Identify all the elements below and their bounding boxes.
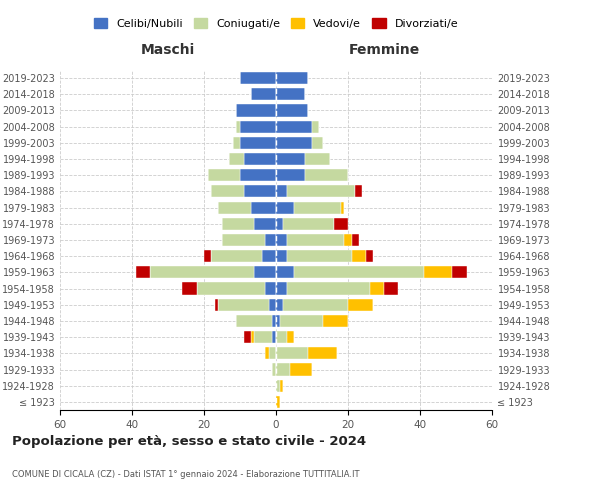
- Bar: [305, 153, 330, 165]
- Bar: [424, 266, 452, 278]
- Bar: [452, 266, 467, 278]
- Bar: [262, 250, 276, 262]
- Bar: [312, 137, 323, 149]
- Text: Maschi: Maschi: [141, 43, 195, 57]
- Bar: [276, 396, 280, 408]
- Bar: [366, 250, 373, 262]
- Bar: [240, 120, 276, 132]
- Bar: [222, 218, 254, 230]
- Bar: [251, 88, 276, 101]
- Bar: [276, 250, 287, 262]
- Bar: [182, 282, 197, 294]
- Bar: [222, 234, 265, 246]
- Bar: [244, 153, 276, 165]
- Bar: [251, 202, 276, 213]
- Bar: [276, 104, 308, 117]
- Bar: [265, 348, 269, 360]
- Bar: [218, 298, 269, 311]
- Bar: [280, 315, 323, 327]
- Bar: [215, 298, 218, 311]
- Text: Popolazione per età, sesso e stato civile - 2024: Popolazione per età, sesso e stato civil…: [12, 435, 366, 448]
- Bar: [283, 298, 348, 311]
- Bar: [240, 72, 276, 84]
- Bar: [348, 298, 373, 311]
- Bar: [352, 234, 359, 246]
- Bar: [276, 282, 287, 294]
- Bar: [244, 186, 276, 198]
- Bar: [197, 282, 265, 294]
- Bar: [276, 218, 283, 230]
- Bar: [276, 331, 287, 343]
- Bar: [269, 348, 276, 360]
- Bar: [276, 137, 312, 149]
- Bar: [276, 266, 294, 278]
- Bar: [341, 202, 344, 213]
- Bar: [276, 364, 290, 376]
- Bar: [276, 186, 287, 198]
- Bar: [254, 331, 272, 343]
- Text: Femmine: Femmine: [349, 43, 419, 57]
- Bar: [265, 234, 276, 246]
- Legend: Celibi/Nubili, Coniugati/e, Vedovi/e, Divorziati/e: Celibi/Nubili, Coniugati/e, Vedovi/e, Di…: [94, 18, 458, 28]
- Bar: [294, 202, 341, 213]
- Bar: [280, 380, 283, 392]
- Bar: [276, 153, 305, 165]
- Bar: [287, 282, 370, 294]
- Bar: [254, 266, 276, 278]
- Bar: [276, 234, 287, 246]
- Bar: [308, 348, 337, 360]
- Bar: [312, 120, 319, 132]
- Bar: [276, 380, 280, 392]
- Bar: [211, 250, 262, 262]
- Bar: [276, 72, 308, 84]
- Bar: [254, 218, 276, 230]
- Bar: [283, 218, 334, 230]
- Bar: [323, 315, 348, 327]
- Bar: [334, 218, 348, 230]
- Bar: [272, 331, 276, 343]
- Bar: [352, 250, 366, 262]
- Bar: [276, 202, 294, 213]
- Bar: [384, 282, 398, 294]
- Bar: [290, 364, 312, 376]
- Bar: [236, 120, 240, 132]
- Bar: [236, 315, 272, 327]
- Bar: [136, 266, 150, 278]
- Bar: [211, 186, 244, 198]
- Bar: [287, 234, 344, 246]
- Bar: [240, 169, 276, 181]
- Bar: [287, 331, 294, 343]
- Bar: [276, 298, 283, 311]
- Bar: [370, 282, 384, 294]
- Bar: [244, 331, 251, 343]
- Bar: [272, 364, 276, 376]
- Bar: [344, 234, 352, 246]
- Bar: [276, 120, 312, 132]
- Bar: [269, 298, 276, 311]
- Bar: [229, 153, 244, 165]
- Text: COMUNE DI CICALA (CZ) - Dati ISTAT 1° gennaio 2024 - Elaborazione TUTTITALIA.IT: COMUNE DI CICALA (CZ) - Dati ISTAT 1° ge…: [12, 470, 359, 479]
- Bar: [240, 137, 276, 149]
- Bar: [265, 282, 276, 294]
- Bar: [233, 137, 240, 149]
- Bar: [204, 250, 211, 262]
- Bar: [236, 104, 276, 117]
- Bar: [305, 169, 348, 181]
- Bar: [208, 169, 240, 181]
- Bar: [251, 331, 254, 343]
- Bar: [150, 266, 254, 278]
- Bar: [276, 348, 308, 360]
- Bar: [287, 186, 355, 198]
- Bar: [355, 186, 362, 198]
- Bar: [294, 266, 424, 278]
- Bar: [276, 88, 305, 101]
- Bar: [276, 315, 280, 327]
- Bar: [276, 169, 305, 181]
- Bar: [287, 250, 352, 262]
- Bar: [218, 202, 251, 213]
- Bar: [272, 315, 276, 327]
